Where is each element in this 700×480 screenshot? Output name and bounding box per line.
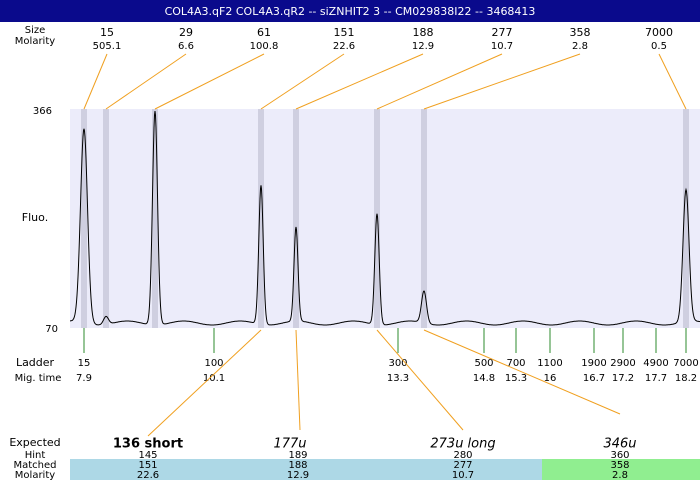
ladder-size: 1900	[581, 358, 606, 369]
mig-time: 17.7	[645, 373, 667, 384]
peak-link	[260, 53, 345, 110]
peak-band	[152, 109, 158, 328]
peak-link	[105, 53, 187, 110]
expected-label: Expected	[9, 436, 60, 449]
ladder-size: 2900	[610, 358, 635, 369]
expected-name: 177u	[273, 437, 306, 452]
matched-band	[70, 459, 542, 480]
expected-link	[147, 329, 262, 437]
hint-value: 360	[610, 450, 629, 461]
y-bottom-label: 70	[45, 324, 58, 335]
y-axis-label: Fluo.	[22, 211, 48, 224]
peak-size: 358	[570, 26, 591, 39]
mig-time: 16	[544, 373, 557, 384]
peak-size: 188	[413, 26, 434, 39]
expected-name: 346u	[603, 437, 636, 452]
molarity-header: Molarity	[15, 36, 55, 47]
peak-link	[295, 53, 424, 110]
peak-molarity: 100.8	[250, 41, 279, 52]
title: COL4A3.qF2 COL4A3.qR2 -- siZNHIT2 3 -- C…	[165, 5, 536, 18]
peak-molarity: 6.6	[178, 41, 194, 52]
peak-band	[103, 109, 109, 328]
expected-name: 273u long	[430, 437, 495, 452]
title-bar	[0, 0, 700, 22]
mig-time: 18.2	[675, 373, 697, 384]
peak-band	[293, 109, 299, 328]
peak-link	[423, 53, 581, 110]
peak-link	[658, 53, 687, 110]
peak-size: 61	[257, 26, 271, 39]
mig-time: 10.1	[203, 373, 225, 384]
matched-value: 188	[288, 460, 307, 471]
trace	[70, 110, 700, 326]
mig-time: 13.3	[387, 373, 409, 384]
matched-value: 277	[453, 460, 472, 471]
hint-value: 189	[288, 450, 307, 461]
peak-molarity: 0.5	[651, 41, 667, 52]
mig-time-label: Mig. time	[15, 373, 62, 384]
plot-area	[70, 109, 700, 328]
peak-size: 29	[179, 26, 193, 39]
matched-molarity: 22.6	[137, 470, 159, 480]
peak-band	[258, 109, 264, 328]
peak-molarity: 22.6	[333, 41, 355, 52]
ladder-size: 700	[506, 358, 525, 369]
mig-time: 14.8	[473, 373, 495, 384]
expected-link	[295, 329, 301, 431]
peak-molarity: 505.1	[93, 41, 122, 52]
peak-band	[683, 109, 689, 328]
expected-name: 136 short	[113, 437, 183, 452]
matched-value: 358	[610, 460, 629, 471]
hint-value: 280	[453, 450, 472, 461]
peak-molarity: 10.7	[491, 41, 513, 52]
peak-size: 15	[100, 26, 114, 39]
matched-band-extra	[542, 459, 700, 480]
matched-molarity: 10.7	[452, 470, 474, 480]
mig-time: 7.9	[76, 373, 92, 384]
molarity-label: Molarity	[15, 470, 55, 480]
ladder-size: 500	[474, 358, 493, 369]
mig-time: 16.7	[583, 373, 605, 384]
ladder-size: 1100	[537, 358, 562, 369]
matched-molarity: 12.9	[287, 470, 309, 480]
expected-link	[423, 329, 621, 415]
hint-value: 145	[138, 450, 157, 461]
peak-molarity: 12.9	[412, 41, 434, 52]
peak-molarity: 2.8	[572, 41, 588, 52]
hint-label: Hint	[25, 450, 46, 461]
ladder-label: Ladder	[16, 356, 55, 369]
peak-size: 151	[334, 26, 355, 39]
matched-value: 151	[138, 460, 157, 471]
peak-link	[376, 53, 503, 110]
peak-size: 277	[492, 26, 513, 39]
peak-band	[81, 109, 87, 328]
peak-band	[374, 109, 380, 328]
ladder-size: 15	[78, 358, 91, 369]
peak-link	[154, 53, 265, 110]
ladder-size: 4900	[643, 358, 668, 369]
expected-link	[376, 329, 464, 431]
mig-time: 15.3	[505, 373, 527, 384]
mig-time: 17.2	[612, 373, 634, 384]
ladder-size: 7000	[673, 358, 698, 369]
peak-band	[421, 109, 427, 328]
size-header: Size	[25, 25, 46, 36]
ladder-size: 300	[388, 358, 407, 369]
y-top-label: 366	[33, 106, 52, 117]
peak-link	[83, 53, 108, 110]
matched-molarity: 2.8	[612, 470, 628, 480]
matched-label: Matched	[13, 460, 56, 471]
peak-size: 7000	[645, 26, 673, 39]
ladder-size: 100	[204, 358, 223, 369]
